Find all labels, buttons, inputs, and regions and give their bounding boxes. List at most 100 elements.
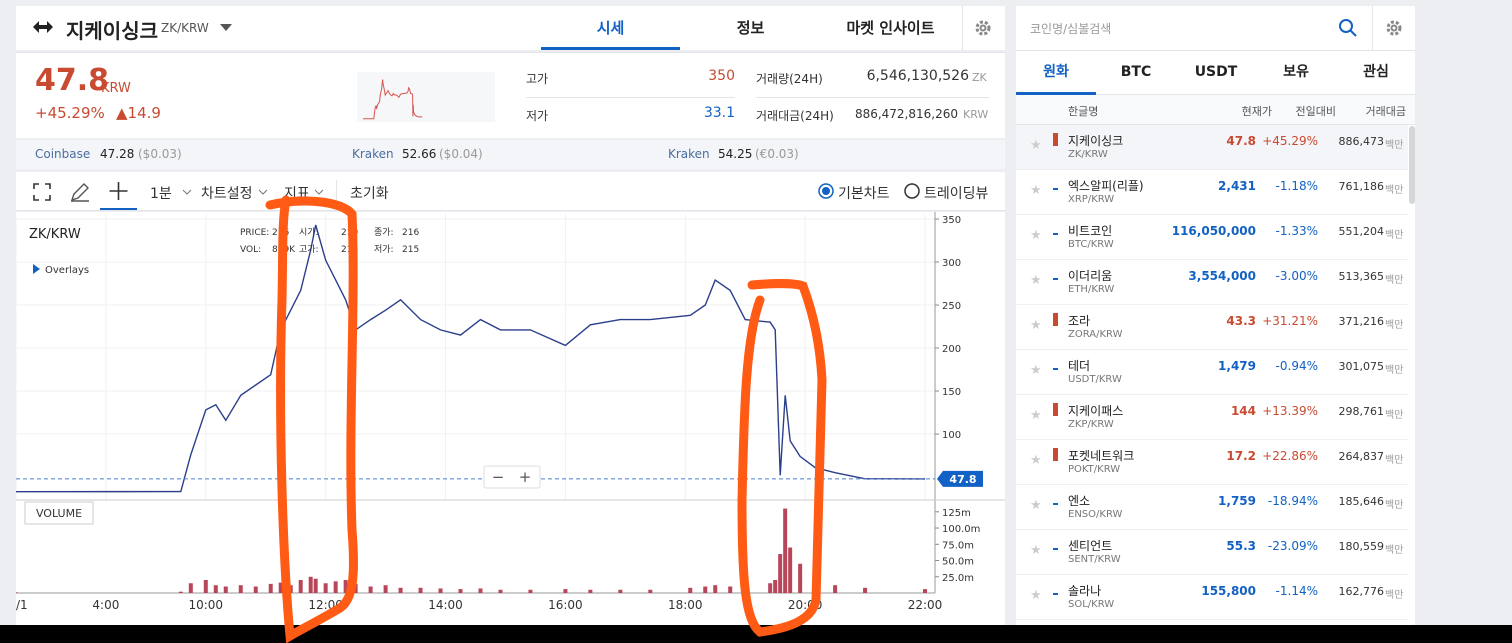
coin-name[interactable]: 엔소 <box>1068 494 1091 508</box>
star[interactable]: ★ <box>1030 498 1042 513</box>
mini-chart <box>357 72 495 122</box>
column-header[interactable]: 전일대비 <box>1295 105 1336 118</box>
volume-bar <box>923 589 928 593</box>
coin-name[interactable]: 테더 <box>1068 359 1091 373</box>
chart-settings[interactable]: 차트설정 <box>201 186 253 202</box>
star[interactable]: ★ <box>1030 318 1042 333</box>
column-header[interactable]: 한글명 <box>1068 105 1099 118</box>
chart-toolbar: 1분 차트설정 지표 초기화 기본차트 트레이딩뷰 <box>16 172 1005 211</box>
zoom-button[interactable]: − <box>492 468 505 486</box>
price-tag-label: 47.8 <box>949 473 976 486</box>
market-row[interactable]: ★ 비트코인 BTC/KRW 116,050,000 -1.33% 551,204 백만 <box>1016 215 1408 260</box>
y2-tick-label: 25.0m <box>942 573 974 584</box>
tab[interactable]: 정보 <box>736 19 765 37</box>
search-input[interactable]: 코인명/심볼검색 <box>1030 22 1112 36</box>
interval[interactable]: 1분 <box>150 186 172 202</box>
exchange-name: Kraken <box>668 147 710 161</box>
amount-unit: 백만 <box>1385 545 1404 556</box>
coin-name[interactable]: 비트코인 <box>1068 224 1113 238</box>
reset[interactable]: 초기화 <box>350 186 389 202</box>
star[interactable]: ★ <box>1030 453 1042 468</box>
volume-bar <box>713 585 718 593</box>
settings-icon[interactable] <box>974 19 992 37</box>
market-row[interactable]: ★ 엑스알피(리플) XRP/KRW 2,431 -1.18% 761,186 백만 <box>1016 170 1408 215</box>
coin-name: 지케이싱크 <box>66 19 158 43</box>
market-row[interactable]: ★ 지케이패스 ZKP/KRW 144 +13.39% 298,761 백만 <box>1016 395 1408 440</box>
star[interactable]: ★ <box>1030 183 1042 198</box>
stat-value: 886,472,816,260 <box>854 107 958 121</box>
volume-bar <box>618 589 623 593</box>
dropdown-arrow[interactable] <box>219 23 233 33</box>
market-row[interactable]: ★ 지케이싱크 ZK/KRW 47.8 +45.29% 886,473 백만 <box>1016 125 1408 170</box>
market-row[interactable]: ★ 솔라나 SOL/KRW 155,800 -1.14% 162,776 백만 <box>1016 575 1408 620</box>
column-header[interactable]: 거래대금 <box>1365 105 1406 118</box>
y-tick-label: 250 <box>942 301 961 312</box>
stat-unit: ZK <box>972 71 987 84</box>
star[interactable]: ★ <box>1030 273 1042 288</box>
market-tab-active[interactable]: 원화 <box>1016 51 1096 95</box>
market-row[interactable]: ★ 조라 ZORA/KRW 43.3 +31.21% 371,216 백만 <box>1016 305 1408 350</box>
coin-name[interactable]: 센티언트 <box>1068 539 1113 553</box>
search-icon[interactable] <box>1338 18 1358 38</box>
coin-name[interactable]: 이더리움 <box>1068 269 1113 283</box>
star[interactable]: ★ <box>1030 138 1042 153</box>
star[interactable]: ★ <box>1030 408 1042 423</box>
coin-price: 3,554,000 <box>1188 269 1256 283</box>
volume-bar <box>188 583 193 593</box>
volume-bar <box>648 589 653 593</box>
market-row[interactable]: ★ 엔소 ENSO/KRW 1,759 -18.94% 185,646 백만 <box>1016 485 1408 530</box>
market-tab[interactable]: 관심 <box>1336 51 1416 95</box>
ohlc-legend: 216 <box>402 228 419 238</box>
chart-mode[interactable]: 트레이딩뷰 <box>924 186 989 202</box>
exchange-name: Coinbase <box>35 147 91 161</box>
coin-name[interactable]: 솔라나 <box>1068 584 1102 598</box>
star[interactable]: ★ <box>1030 543 1042 558</box>
star[interactable]: ★ <box>1030 588 1042 603</box>
y2-tick-label: 100.0m <box>942 524 980 535</box>
crosshair-tool[interactable] <box>100 172 137 210</box>
ohlc-legend: 종가: <box>374 227 394 238</box>
coin-name[interactable]: 포켓네트워크 <box>1068 449 1135 463</box>
overlays[interactable]: Overlays <box>45 265 89 276</box>
draw-icon[interactable] <box>70 182 90 202</box>
coin-amount: 185,646 <box>1338 495 1385 508</box>
column-header[interactable]: 현재가 <box>1241 105 1272 118</box>
stat-label: 저가 <box>526 109 549 123</box>
tab[interactable]: 마켓 인사이트 <box>846 19 935 37</box>
market-row[interactable]: ★ 테더 USDT/KRW 1,479 -0.94% 301,075 백만 <box>1016 350 1408 395</box>
radio[interactable] <box>904 183 920 199</box>
market-row[interactable]: ★ 포켓네트워크 POKT/KRW 17.2 +22.86% 264,837 백만 <box>1016 440 1408 485</box>
coin-change: -23.09% <box>1267 539 1318 553</box>
coin-name[interactable]: 지케이싱크 <box>1068 134 1124 148</box>
volume-label: VOLUME <box>36 507 82 520</box>
amount-unit: 백만 <box>1385 365 1404 376</box>
star[interactable]: ★ <box>1030 363 1042 378</box>
market-tab[interactable]: USDT <box>1176 51 1256 95</box>
coin-name[interactable]: 지케이패스 <box>1068 404 1124 418</box>
coin-pair: ZK/KRW <box>161 21 209 35</box>
coin-name[interactable]: 조라 <box>1068 314 1091 328</box>
coin-change: +22.86% <box>1262 449 1318 463</box>
ohlc-legend: 고가: <box>299 244 319 255</box>
tab-active[interactable]: 시세 <box>541 6 680 50</box>
star[interactable]: ★ <box>1030 228 1042 243</box>
volume-bar <box>343 580 348 593</box>
zoom-button[interactable]: + <box>519 468 532 486</box>
market-row[interactable]: ★ 이더리움 ETH/KRW 3,554,000 -3.00% 513,365 백만 <box>1016 260 1408 305</box>
volume-bar <box>308 576 313 593</box>
market-row[interactable]: ★ 센티언트 SENT/KRW 55.3 -23.09% 180,559 백만 <box>1016 530 1408 575</box>
exchange-price: 47.28 <box>100 147 135 161</box>
coin-name[interactable]: 엑스알피(리플) <box>1068 179 1144 193</box>
volume-bar <box>688 587 693 593</box>
radio-checked[interactable] <box>818 183 834 199</box>
volume-bar <box>438 588 443 593</box>
coin-change: +13.39% <box>1262 404 1318 418</box>
market-tab[interactable]: 보유 <box>1256 51 1336 95</box>
overlays-arrow[interactable] <box>33 264 40 274</box>
fullscreen-icon[interactable] <box>33 183 51 201</box>
chart-mode[interactable]: 기본차트 <box>838 186 890 202</box>
scrollbar[interactable] <box>1409 126 1415 204</box>
market-tab[interactable]: BTC <box>1096 51 1176 95</box>
exchange-price: 54.25 <box>718 147 753 161</box>
settings-icon[interactable] <box>1385 19 1403 37</box>
